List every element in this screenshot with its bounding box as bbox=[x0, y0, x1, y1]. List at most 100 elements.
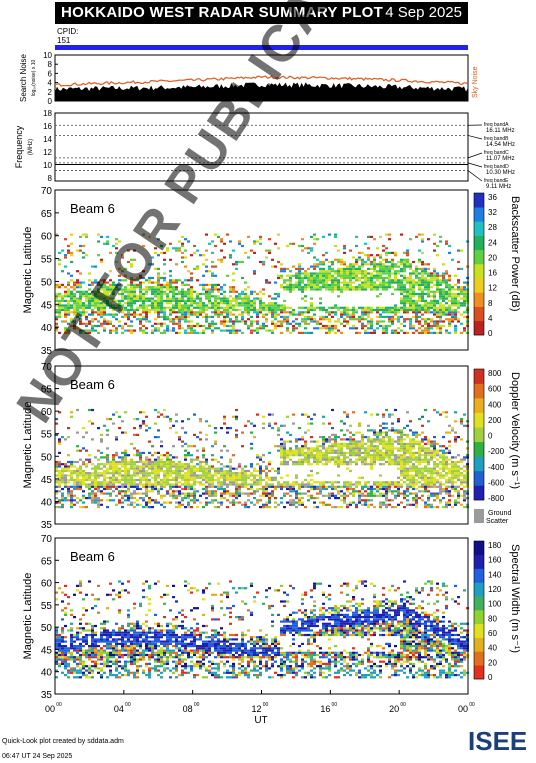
colorbar-segment bbox=[474, 623, 484, 638]
colorbar-frame bbox=[473, 540, 485, 680]
colorbar-segment bbox=[474, 568, 484, 583]
frequency-band-connector bbox=[467, 162, 483, 168]
latitude-tick-label: 60 bbox=[41, 407, 53, 418]
ground-scatter-label: Ground bbox=[488, 510, 511, 517]
ground-scatter-swatch bbox=[474, 509, 484, 523]
footer-created-by: Quick-Look plot created by sddata.adm bbox=[2, 738, 124, 745]
footer-timestamp: 06:47 UT 24 Sep 2025 bbox=[2, 753, 73, 760]
colorbar-tick-label: 4 bbox=[488, 314, 493, 323]
colorbar-segment bbox=[474, 637, 484, 652]
latitude-tick-label: 70 bbox=[41, 362, 53, 373]
sky-noise-line bbox=[54, 75, 469, 87]
frequency-band-value: 11.07 MHz bbox=[486, 156, 515, 162]
colorbar-tick-label: 16 bbox=[488, 269, 497, 278]
colorbar-tick-label: 160 bbox=[488, 556, 502, 565]
colorbar-title: Doppler Velocity (m s⁻¹) bbox=[509, 372, 521, 489]
ut-tick-minutes: 00 bbox=[194, 702, 200, 708]
frequency-band-connector bbox=[467, 135, 483, 140]
frequency-band-name: freq bandB bbox=[484, 136, 509, 142]
beam-label: Beam 6 bbox=[70, 377, 115, 392]
colorbar-frame bbox=[473, 192, 485, 336]
colorbar-tick-label: 0 bbox=[488, 432, 493, 441]
ut-tick-label: 20 bbox=[389, 704, 399, 714]
colorbar-tick-label: 60 bbox=[488, 629, 497, 638]
heatmap-cells bbox=[55, 408, 469, 509]
latitude-tick-label: 45 bbox=[41, 475, 53, 486]
colorbar-tick-label: 120 bbox=[488, 585, 502, 594]
frequency-band-connector bbox=[467, 170, 483, 182]
ut-tick-minutes: 00 bbox=[125, 702, 131, 708]
plot-title: HOKKAIDO WEST RADAR SUMMARY PLOT bbox=[61, 4, 384, 21]
colorbar-frame bbox=[473, 368, 485, 501]
colorbar-tick-label: 180 bbox=[488, 541, 502, 550]
colorbar-segment bbox=[474, 582, 484, 597]
latitude-tick-label: 45 bbox=[41, 645, 53, 656]
frequency-band-name: freq bandE bbox=[484, 178, 509, 184]
latitude-tick-label: 50 bbox=[41, 623, 53, 634]
frequency-band-value: 10.30 MHz bbox=[486, 170, 515, 176]
noise-ytick-label: 4 bbox=[48, 79, 53, 88]
latitude-tick-label: 40 bbox=[41, 668, 53, 679]
ut-tick-label: 08 bbox=[183, 704, 193, 714]
cpid-title: CPID: bbox=[57, 27, 79, 36]
colorbar-segment bbox=[474, 441, 484, 457]
colorbar-tick-label: 20 bbox=[488, 658, 497, 667]
colorbar-tick-label: -600 bbox=[488, 478, 505, 487]
frequency-ylabel-sub: (MHz) bbox=[28, 139, 34, 155]
colorbar-tick-label: -400 bbox=[488, 463, 505, 472]
latitude-tick-label: 60 bbox=[41, 579, 53, 590]
ut-tick-minutes: 00 bbox=[400, 702, 406, 708]
frequency-band-name: freq bandA bbox=[484, 122, 509, 128]
colorbar-segment bbox=[474, 235, 484, 251]
colorbar-tick-label: 600 bbox=[488, 385, 502, 394]
magnetic-latitude-label: Magnetic Latitude bbox=[22, 402, 34, 489]
colorbar-segment bbox=[474, 412, 484, 428]
colorbar-segment bbox=[474, 596, 484, 611]
sky-noise-legend: Sky Noise bbox=[472, 66, 479, 98]
frequency-ytick-label: 8 bbox=[48, 174, 53, 183]
colorbar-tick-label: 8 bbox=[488, 299, 493, 308]
colorbar-tick-label: -800 bbox=[488, 494, 505, 503]
ut-tick-label: 00 bbox=[458, 704, 468, 714]
noise-ytick-label: 8 bbox=[48, 60, 53, 69]
noise-ylabel: Search Noise bbox=[19, 53, 28, 102]
colorbar-segment bbox=[474, 249, 484, 265]
colorbar-tick-label: 200 bbox=[488, 416, 502, 425]
heatmap-background bbox=[55, 190, 468, 350]
plot-date: 4 Sep 2025 bbox=[385, 4, 462, 21]
latitude-tick-label: 35 bbox=[41, 346, 53, 357]
colorbar-segment bbox=[474, 427, 484, 443]
colorbar-segment bbox=[474, 369, 484, 384]
colorbar-segment bbox=[474, 456, 484, 472]
frequency-ylabel: Frequency bbox=[14, 125, 24, 168]
frequency-band-value: 14.54 MHz bbox=[486, 142, 515, 148]
colorbar-tick-label: 32 bbox=[488, 208, 497, 217]
isee-logo: ISEE bbox=[468, 726, 526, 754]
isee-logo-text: ISEE bbox=[468, 726, 526, 754]
heatmap-cells bbox=[55, 233, 469, 334]
frequency-band-value: 9.11 MHz bbox=[486, 184, 511, 190]
colorbar-segment bbox=[474, 383, 484, 399]
frequency-panel-frame bbox=[54, 112, 469, 182]
latitude-tick-label: 35 bbox=[41, 520, 53, 531]
noise-ytick-label: 2 bbox=[48, 88, 53, 97]
latitude-tick-label: 55 bbox=[41, 430, 53, 441]
colorbar-segment bbox=[474, 193, 484, 208]
colorbar-segment bbox=[474, 306, 484, 322]
colorbar-tick-label: 20 bbox=[488, 253, 497, 262]
colorbar-segment bbox=[474, 278, 484, 293]
latitude-tick-label: 50 bbox=[41, 277, 53, 288]
beam-label: Beam 6 bbox=[70, 549, 115, 564]
latitude-tick-label: 70 bbox=[41, 186, 53, 197]
colorbar-tick-label: 80 bbox=[488, 614, 497, 623]
colorbar-tick-label: 140 bbox=[488, 570, 502, 579]
ground-scatter-label: Scatter bbox=[486, 518, 509, 525]
colorbar-segment bbox=[474, 665, 484, 680]
heatmap-frame bbox=[54, 365, 469, 525]
colorbar-tick-label: 800 bbox=[488, 369, 502, 378]
cpid-bar bbox=[55, 45, 468, 50]
ut-tick-minutes: 00 bbox=[469, 702, 475, 708]
ut-tick-minutes: 00 bbox=[263, 702, 269, 708]
colorbar-tick-label: 40 bbox=[488, 644, 497, 653]
